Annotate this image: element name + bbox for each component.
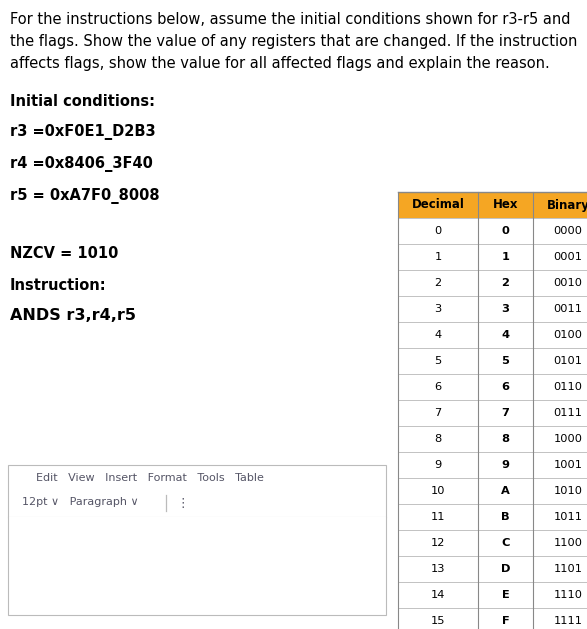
Text: 7: 7 bbox=[434, 408, 441, 418]
Text: 1110: 1110 bbox=[554, 590, 582, 600]
Bar bbox=[398, 452, 587, 478]
Text: 8: 8 bbox=[434, 434, 441, 444]
Text: 1: 1 bbox=[501, 252, 510, 262]
Text: NZCV = 1010: NZCV = 1010 bbox=[10, 246, 119, 261]
Text: 9: 9 bbox=[501, 460, 510, 470]
Text: ⋮: ⋮ bbox=[176, 497, 188, 510]
Text: 1111: 1111 bbox=[554, 616, 582, 626]
Text: C: C bbox=[501, 538, 510, 548]
Text: For the instructions below, assume the initial conditions shown for r3-r5 and: For the instructions below, assume the i… bbox=[10, 12, 571, 27]
Text: 5: 5 bbox=[434, 356, 441, 366]
Text: 3: 3 bbox=[434, 304, 441, 314]
Text: Hex: Hex bbox=[492, 199, 518, 211]
Text: Edit   View   Insert   Format   Tools   Table: Edit View Insert Format Tools Table bbox=[36, 473, 264, 483]
Text: 1100: 1100 bbox=[554, 538, 582, 548]
Text: 3: 3 bbox=[501, 304, 510, 314]
Text: 8: 8 bbox=[501, 434, 510, 444]
Text: 0111: 0111 bbox=[554, 408, 582, 418]
Bar bbox=[398, 296, 587, 322]
Text: 0001: 0001 bbox=[554, 252, 582, 262]
Text: Decimal: Decimal bbox=[411, 199, 464, 211]
Text: 0010: 0010 bbox=[554, 278, 582, 288]
Text: 0000: 0000 bbox=[554, 226, 582, 236]
Bar bbox=[398, 400, 587, 426]
Text: 9: 9 bbox=[434, 460, 441, 470]
Text: 0: 0 bbox=[434, 226, 441, 236]
Bar bbox=[398, 556, 587, 582]
Bar bbox=[398, 608, 587, 629]
Text: 10: 10 bbox=[431, 486, 446, 496]
Text: 0: 0 bbox=[501, 226, 510, 236]
Text: the flags. Show the value of any registers that are changed. If the instruction: the flags. Show the value of any registe… bbox=[10, 34, 578, 49]
Text: 15: 15 bbox=[431, 616, 446, 626]
Text: 14: 14 bbox=[431, 590, 445, 600]
Text: 0110: 0110 bbox=[554, 382, 582, 392]
Text: 12pt ∨   Paragraph ∨: 12pt ∨ Paragraph ∨ bbox=[22, 497, 139, 507]
Text: Initial conditions:: Initial conditions: bbox=[10, 94, 155, 109]
Bar bbox=[398, 478, 587, 504]
Bar bbox=[8, 465, 386, 615]
Bar bbox=[398, 426, 587, 452]
Text: r4 =0x8406_3F40: r4 =0x8406_3F40 bbox=[10, 156, 153, 172]
Text: 1001: 1001 bbox=[554, 460, 582, 470]
Text: 1010: 1010 bbox=[554, 486, 582, 496]
Text: Binary: Binary bbox=[546, 199, 587, 211]
Text: 7: 7 bbox=[501, 408, 510, 418]
Text: E: E bbox=[502, 590, 510, 600]
Text: affects flags, show the value for all affected flags and explain the reason.: affects flags, show the value for all af… bbox=[10, 56, 550, 71]
Text: 0100: 0100 bbox=[554, 330, 582, 340]
Text: F: F bbox=[502, 616, 510, 626]
Text: 4: 4 bbox=[434, 330, 441, 340]
Text: 2: 2 bbox=[434, 278, 441, 288]
Text: 0011: 0011 bbox=[554, 304, 582, 314]
Text: 13: 13 bbox=[431, 564, 446, 574]
Text: 1000: 1000 bbox=[554, 434, 582, 444]
Text: D: D bbox=[501, 564, 510, 574]
Text: ANDS r3,r4,r5: ANDS r3,r4,r5 bbox=[10, 308, 136, 323]
Text: 12: 12 bbox=[431, 538, 445, 548]
Bar bbox=[8, 517, 386, 615]
Text: 2: 2 bbox=[501, 278, 510, 288]
Text: r5 = 0xA7F0_8008: r5 = 0xA7F0_8008 bbox=[10, 188, 160, 204]
Text: 6: 6 bbox=[501, 382, 510, 392]
Text: 1101: 1101 bbox=[554, 564, 582, 574]
Bar bbox=[398, 218, 587, 244]
Text: B: B bbox=[501, 512, 510, 522]
Bar bbox=[398, 348, 587, 374]
Text: 6: 6 bbox=[434, 382, 441, 392]
Text: 0101: 0101 bbox=[554, 356, 582, 366]
Text: 1: 1 bbox=[434, 252, 441, 262]
Bar bbox=[398, 582, 587, 608]
Bar bbox=[398, 504, 587, 530]
Bar bbox=[398, 374, 587, 400]
Bar bbox=[398, 322, 587, 348]
Text: A: A bbox=[501, 486, 510, 496]
Text: 1011: 1011 bbox=[554, 512, 582, 522]
Bar bbox=[398, 192, 587, 218]
Text: r3 =0xF0E1_D2B3: r3 =0xF0E1_D2B3 bbox=[10, 124, 156, 140]
Bar bbox=[398, 270, 587, 296]
Text: 5: 5 bbox=[501, 356, 510, 366]
Text: 4: 4 bbox=[501, 330, 510, 340]
Bar bbox=[398, 530, 587, 556]
Text: Instruction:: Instruction: bbox=[10, 278, 107, 293]
Bar bbox=[398, 244, 587, 270]
Text: 11: 11 bbox=[431, 512, 446, 522]
